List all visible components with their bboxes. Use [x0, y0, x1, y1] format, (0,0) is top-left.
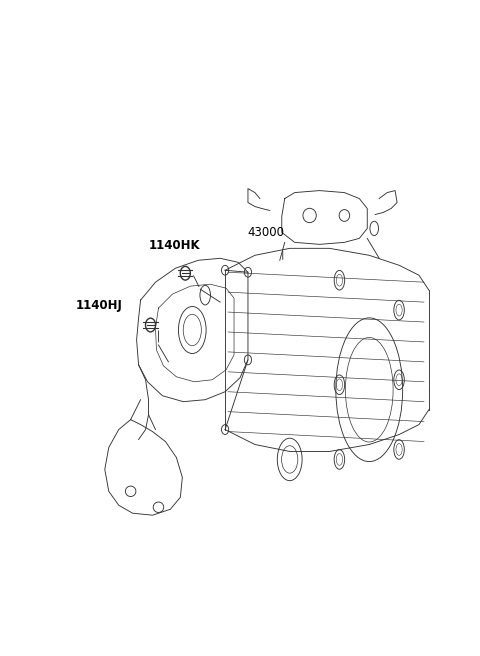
- Text: 1140HJ: 1140HJ: [76, 298, 123, 312]
- Text: 1140HK: 1140HK: [148, 239, 200, 252]
- Text: 43000: 43000: [247, 226, 284, 239]
